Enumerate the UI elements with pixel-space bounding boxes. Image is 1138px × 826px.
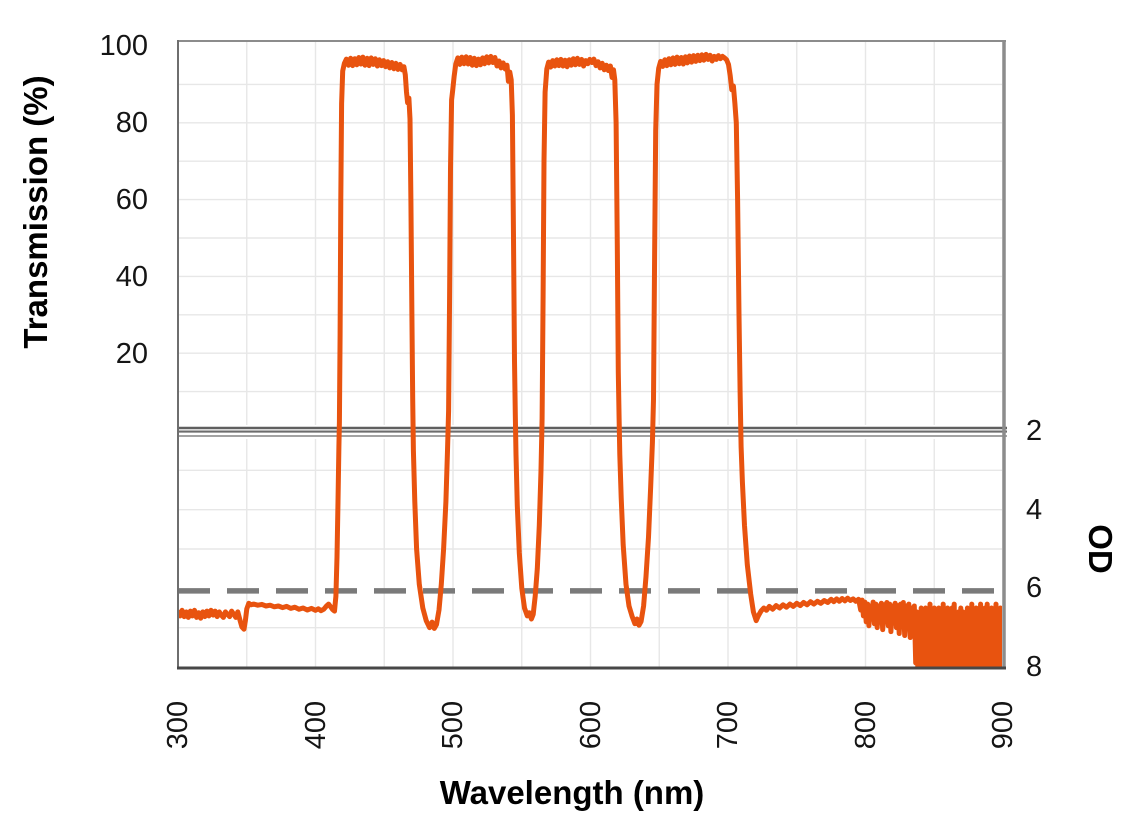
x-axis-tick-300: 300 xyxy=(162,700,194,750)
od-axis-tick-2: 2 xyxy=(1026,415,1043,447)
x-axis-tick-500: 500 xyxy=(437,700,469,750)
t-axis-tick-60: 60 xyxy=(115,184,148,216)
od-axis-tick-4: 4 xyxy=(1026,494,1043,526)
od-axis-tick-6: 6 xyxy=(1026,572,1043,604)
x-axis-tick-700: 700 xyxy=(712,700,744,750)
x-axis-tick-800: 800 xyxy=(849,700,882,750)
x-axis-tick-400: 400 xyxy=(299,700,332,750)
t-axis-tick-20: 20 xyxy=(115,338,148,370)
t-axis-tick-100: 100 xyxy=(99,30,148,62)
od-axis-tick-8: 8 xyxy=(1026,651,1043,683)
left-axis-title: Transmission (%) xyxy=(17,75,54,349)
axis-break-lines xyxy=(177,425,1008,439)
t-axis-tick-40: 40 xyxy=(115,261,148,293)
plot-borders xyxy=(177,40,1006,670)
gridlines xyxy=(179,41,1002,667)
right-axis-title: OD xyxy=(1082,524,1119,574)
spectrum-curve xyxy=(179,51,1002,668)
x-axis-tick-600: 600 xyxy=(574,700,607,750)
bottom-axis-title: Wavelength (nm) xyxy=(439,774,705,811)
t-axis-tick-80: 80 xyxy=(115,107,148,139)
x-axis-tick-900: 900 xyxy=(987,700,1019,750)
